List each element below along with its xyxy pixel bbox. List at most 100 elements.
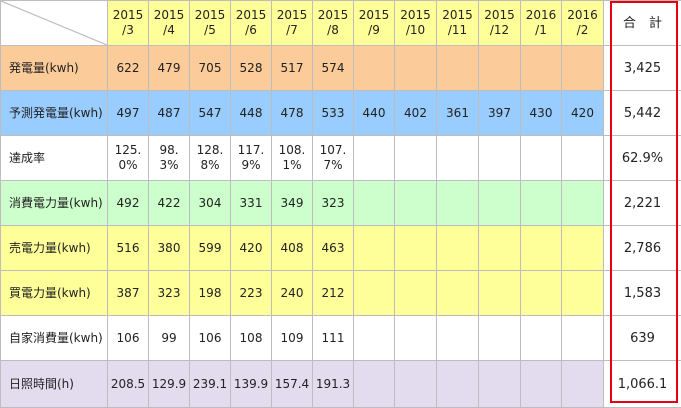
- total-cell: 2,221: [604, 181, 681, 226]
- value-cell: [521, 316, 562, 361]
- value-cell: 387: [108, 271, 149, 316]
- month-header: 2015 /4: [149, 1, 190, 46]
- value-cell: [521, 46, 562, 91]
- value-cell: 420: [231, 226, 272, 271]
- value-cell: 117. 9%: [231, 136, 272, 181]
- value-cell: [437, 316, 479, 361]
- month-header: 2015 /11: [437, 1, 479, 46]
- value-cell: 516: [108, 226, 149, 271]
- value-cell: 240: [272, 271, 313, 316]
- value-cell: [437, 136, 479, 181]
- value-cell: [521, 361, 562, 408]
- value-cell: 157.4: [272, 361, 313, 408]
- value-cell: [479, 271, 521, 316]
- value-cell: 599: [190, 226, 231, 271]
- value-cell: 128. 8%: [190, 136, 231, 181]
- value-cell: 106: [108, 316, 149, 361]
- month-header: 2015 /9: [354, 1, 395, 46]
- value-cell: 533: [313, 91, 354, 136]
- value-cell: 99: [149, 316, 190, 361]
- value-cell: 402: [395, 91, 437, 136]
- value-cell: [562, 181, 604, 226]
- month-header: 2015 /8: [313, 1, 354, 46]
- value-cell: [479, 361, 521, 408]
- row-label: 消費電力量(kwh): [1, 181, 108, 226]
- value-cell: [521, 271, 562, 316]
- row-label: 達成率: [1, 136, 108, 181]
- value-cell: [437, 226, 479, 271]
- value-cell: [354, 46, 395, 91]
- value-cell: 139.9: [231, 361, 272, 408]
- value-cell: 304: [190, 181, 231, 226]
- value-cell: 109: [272, 316, 313, 361]
- value-cell: 349: [272, 181, 313, 226]
- value-cell: 478: [272, 91, 313, 136]
- value-cell: [354, 181, 395, 226]
- value-cell: 98. 3%: [149, 136, 190, 181]
- value-cell: [395, 136, 437, 181]
- value-cell: 129.9: [149, 361, 190, 408]
- month-header: 2015 /6: [231, 1, 272, 46]
- value-cell: 463: [313, 226, 354, 271]
- row-label: 日照時間(h): [1, 361, 108, 408]
- value-cell: 212: [313, 271, 354, 316]
- value-cell: [562, 316, 604, 361]
- value-cell: [437, 181, 479, 226]
- value-cell: [395, 226, 437, 271]
- total-cell: 2,786: [604, 226, 681, 271]
- total-cell: 62.9%: [604, 136, 681, 181]
- value-cell: [395, 316, 437, 361]
- value-cell: [479, 46, 521, 91]
- month-header: 2016 /1: [521, 1, 562, 46]
- value-cell: [479, 181, 521, 226]
- value-cell: 487: [149, 91, 190, 136]
- value-cell: 107. 7%: [313, 136, 354, 181]
- month-header: 2016 /2: [562, 1, 604, 46]
- value-cell: [437, 271, 479, 316]
- value-cell: 440: [354, 91, 395, 136]
- value-cell: 705: [190, 46, 231, 91]
- value-cell: [562, 226, 604, 271]
- value-cell: 622: [108, 46, 149, 91]
- value-cell: 331: [231, 181, 272, 226]
- value-cell: 111: [313, 316, 354, 361]
- value-cell: [562, 136, 604, 181]
- value-cell: [479, 136, 521, 181]
- value-cell: 191.3: [313, 361, 354, 408]
- value-cell: [479, 226, 521, 271]
- row-label: 発電量(kwh): [1, 46, 108, 91]
- value-cell: 574: [313, 46, 354, 91]
- value-cell: [395, 361, 437, 408]
- value-cell: [354, 136, 395, 181]
- value-cell: 408: [272, 226, 313, 271]
- row-label: 予測発電量(kwh): [1, 91, 108, 136]
- month-header: 2015 /3: [108, 1, 149, 46]
- value-cell: [354, 316, 395, 361]
- month-header: 2015 /10: [395, 1, 437, 46]
- value-cell: 223: [231, 271, 272, 316]
- value-cell: 106: [190, 316, 231, 361]
- value-cell: 492: [108, 181, 149, 226]
- value-cell: 108. 1%: [272, 136, 313, 181]
- value-cell: 528: [231, 46, 272, 91]
- value-cell: [562, 271, 604, 316]
- value-cell: [395, 46, 437, 91]
- total-cell: 1,583: [604, 271, 681, 316]
- value-cell: 547: [190, 91, 231, 136]
- month-header: 2015 /7: [272, 1, 313, 46]
- value-cell: 479: [149, 46, 190, 91]
- value-cell: [395, 271, 437, 316]
- value-cell: 430: [521, 91, 562, 136]
- value-cell: [562, 361, 604, 408]
- value-cell: 517: [272, 46, 313, 91]
- value-cell: 361: [437, 91, 479, 136]
- value-cell: [354, 271, 395, 316]
- value-cell: [437, 46, 479, 91]
- value-cell: 208.5: [108, 361, 149, 408]
- value-cell: 397: [479, 91, 521, 136]
